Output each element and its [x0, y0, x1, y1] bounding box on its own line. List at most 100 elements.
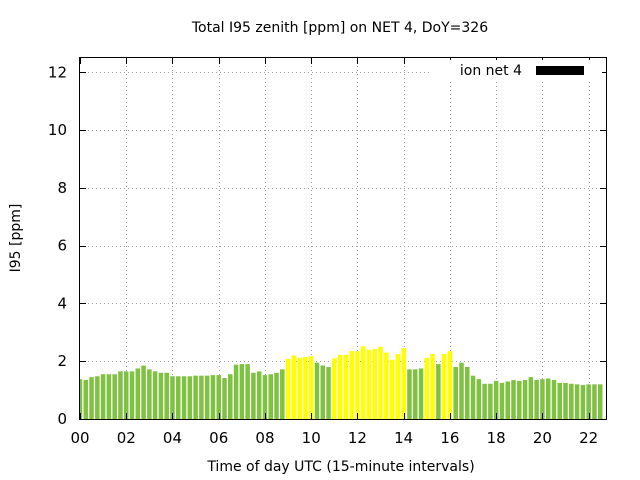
bar — [170, 376, 175, 419]
bar — [459, 362, 464, 419]
bar — [465, 367, 470, 419]
plot-frame — [79, 57, 607, 420]
bar — [210, 375, 216, 419]
bar — [372, 349, 378, 419]
bar — [569, 383, 574, 419]
legend-label: ion net 4 — [460, 63, 522, 79]
bar — [517, 380, 522, 419]
bar — [488, 383, 493, 419]
x-tick-label: 14 — [394, 429, 413, 447]
bar — [528, 377, 534, 419]
bar — [152, 371, 158, 419]
bar — [135, 368, 141, 419]
bar — [430, 354, 435, 419]
bar — [349, 351, 354, 419]
bar — [326, 367, 331, 419]
bar — [187, 376, 193, 419]
y-tick-label: 8 — [57, 179, 67, 197]
x-tick-label: 04 — [163, 429, 182, 447]
bar — [586, 384, 591, 419]
bar — [574, 384, 580, 419]
bar — [245, 364, 250, 419]
bar — [280, 369, 285, 419]
bar — [441, 354, 447, 419]
bar — [418, 368, 424, 419]
bar — [308, 356, 314, 419]
bar — [332, 358, 337, 419]
y-tick-label: 4 — [57, 294, 67, 312]
x-tick-label: 10 — [302, 429, 321, 447]
bar — [228, 374, 233, 419]
bar — [557, 382, 563, 419]
bar — [499, 382, 505, 419]
bar — [482, 383, 487, 419]
bar — [176, 376, 181, 419]
bar — [470, 375, 476, 419]
x-tick-label: 16 — [440, 429, 459, 447]
bar — [106, 374, 112, 419]
y-axis-label: I95 [ppm] — [8, 204, 24, 273]
bar — [540, 379, 545, 419]
bar — [493, 380, 499, 419]
bar — [592, 384, 597, 419]
bar — [297, 357, 302, 419]
bar — [199, 375, 204, 419]
x-tick-label: 12 — [348, 429, 367, 447]
bar — [545, 378, 551, 419]
tick-marks — [80, 58, 606, 420]
bar — [158, 372, 164, 419]
bar — [580, 384, 586, 419]
legend: ion net 4 — [430, 60, 602, 82]
bar — [407, 369, 412, 419]
y-tick-labels: 0 2 4 6 8 10 12 — [48, 63, 67, 428]
bar — [366, 349, 372, 419]
bar — [360, 346, 366, 419]
legend-background — [430, 60, 602, 82]
x-tick-label: 00 — [70, 429, 89, 447]
x-tick-label: 18 — [487, 429, 506, 447]
bar — [285, 358, 291, 419]
x-tick-label: 06 — [209, 429, 228, 447]
bar — [447, 351, 453, 419]
bar — [401, 348, 406, 419]
legend-swatch — [536, 66, 584, 75]
bar — [476, 379, 482, 419]
bar — [412, 369, 418, 419]
bar — [453, 367, 458, 419]
bar — [147, 369, 152, 419]
x-tick-label: 20 — [533, 429, 552, 447]
bar — [343, 354, 349, 419]
bar — [511, 380, 516, 419]
bar — [141, 365, 146, 419]
bar — [256, 371, 262, 419]
bar — [534, 380, 539, 419]
bar — [233, 364, 239, 419]
bar — [204, 375, 210, 419]
bar — [100, 374, 106, 419]
y-tick-label: 0 — [57, 410, 67, 428]
bar — [320, 365, 326, 419]
bar — [123, 371, 129, 419]
bars — [80, 346, 603, 419]
bar — [314, 362, 320, 419]
bar — [424, 357, 430, 419]
bar — [89, 377, 94, 419]
grid-lines — [80, 58, 606, 419]
bar — [378, 346, 383, 419]
x-tick-label: 22 — [579, 429, 598, 447]
bar — [303, 356, 308, 419]
bar — [262, 375, 268, 419]
y-tick-label: 2 — [57, 352, 67, 370]
bar — [389, 359, 395, 419]
bar — [222, 377, 227, 419]
bar — [239, 364, 245, 419]
bar — [164, 372, 169, 419]
bar — [597, 384, 603, 419]
y-tick-label: 12 — [48, 63, 67, 81]
bar — [291, 355, 297, 419]
bar — [384, 352, 389, 419]
bar — [436, 364, 441, 419]
x-tick-label: 02 — [117, 429, 136, 447]
bar — [193, 375, 198, 419]
